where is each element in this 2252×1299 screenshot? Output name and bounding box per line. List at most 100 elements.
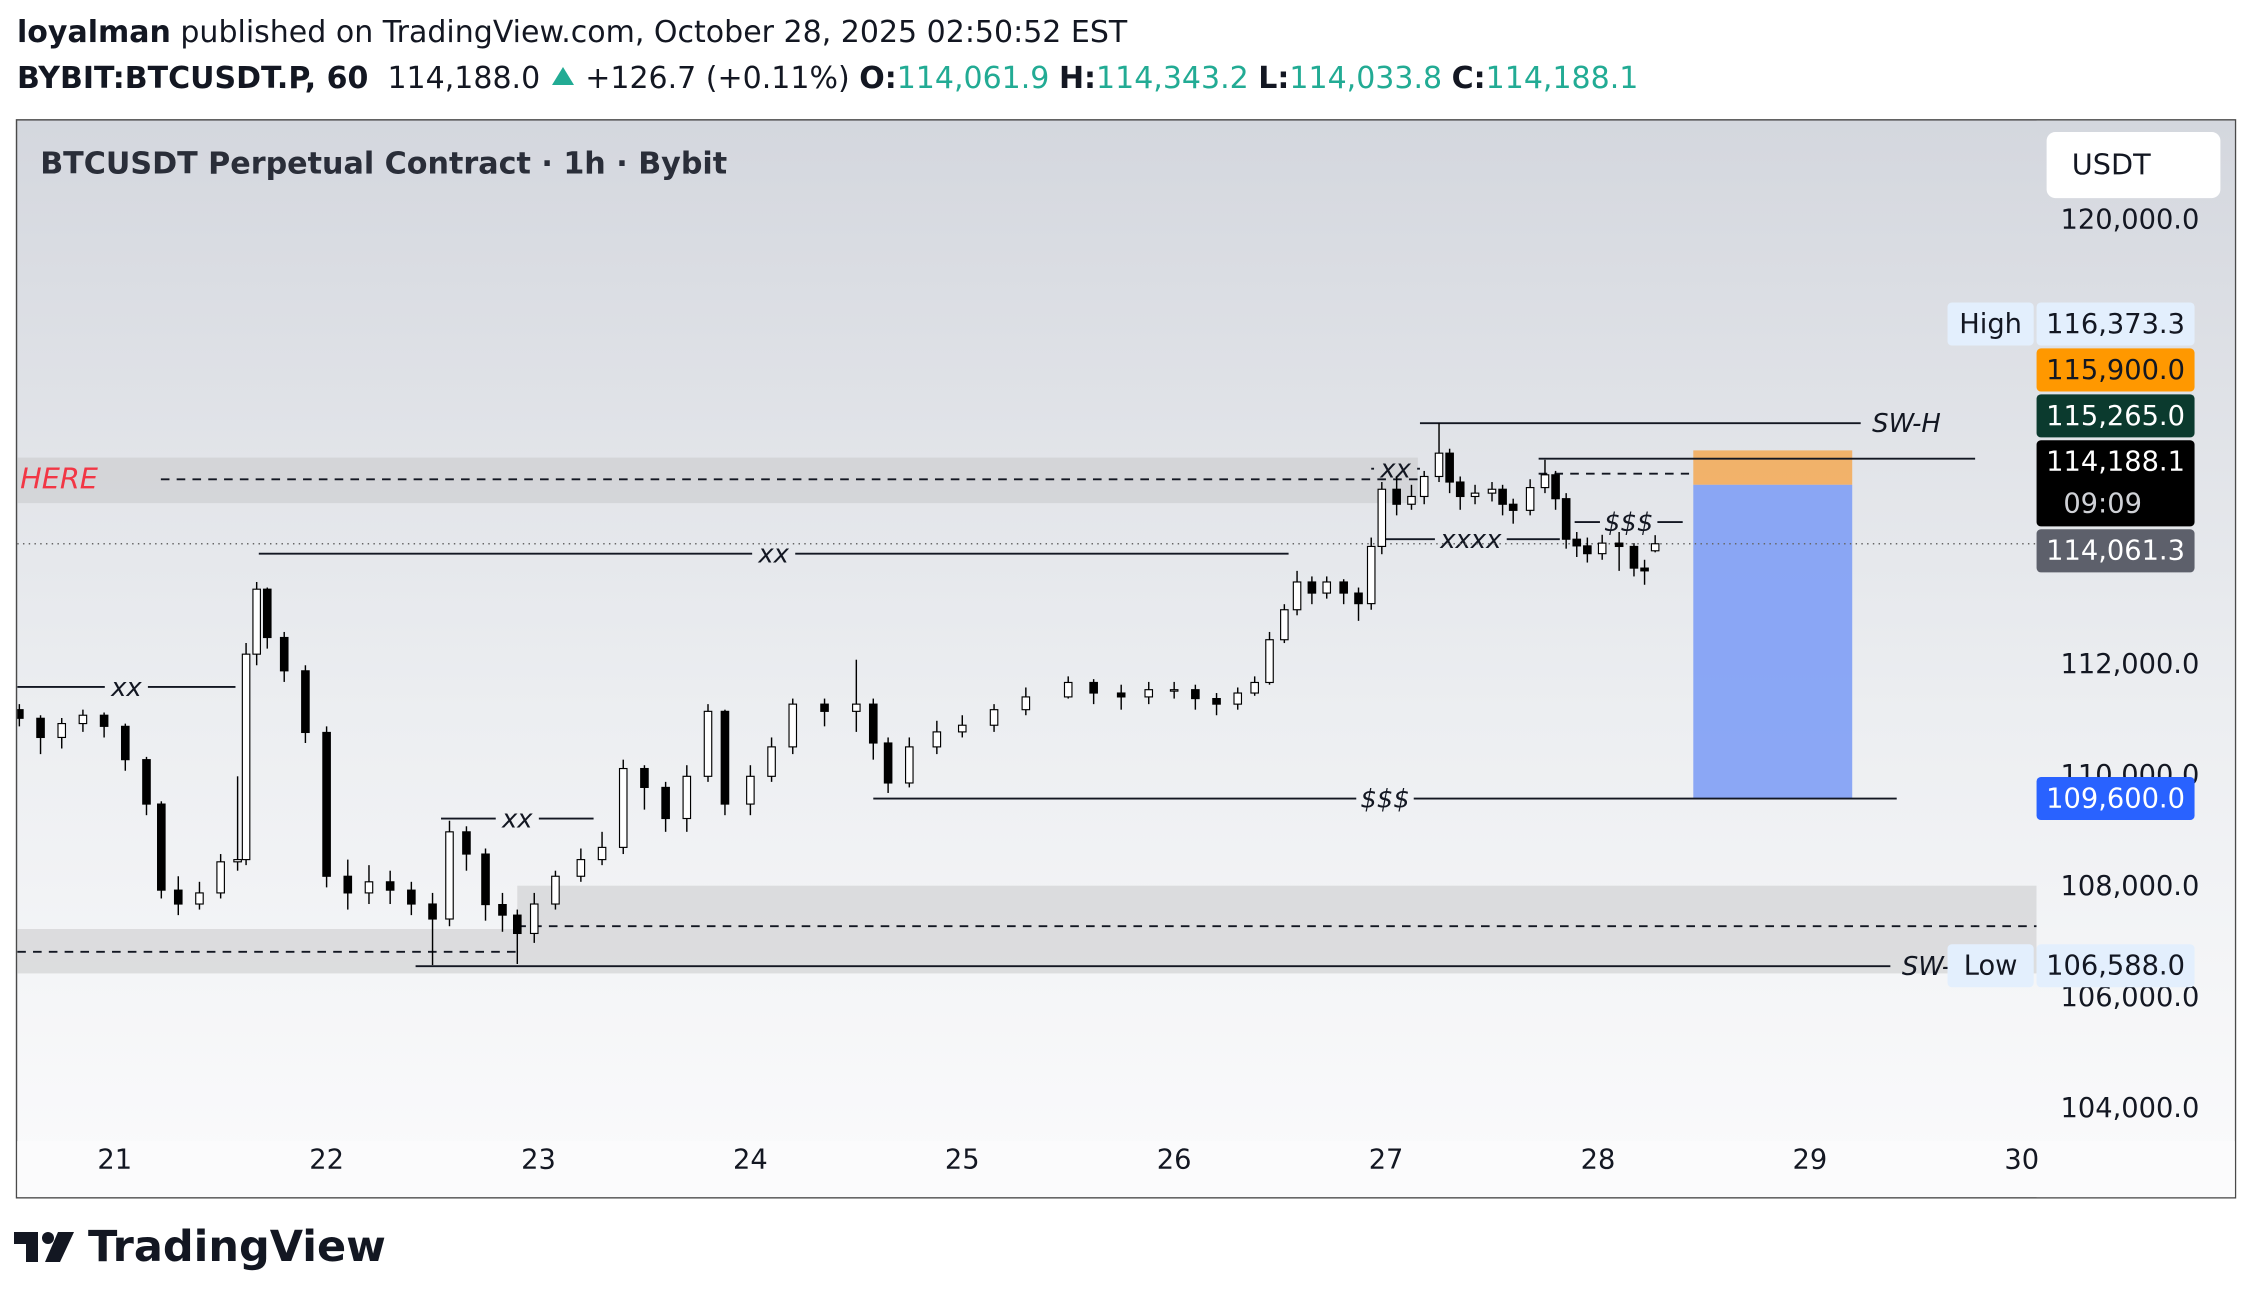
candle-body [195, 892, 204, 905]
ohlc-key: C: [1451, 61, 1486, 96]
candle-body [1366, 545, 1376, 605]
candle-body [989, 709, 999, 726]
candle-body [551, 875, 560, 905]
y-tick-label: 120,000.0 [2061, 205, 2200, 236]
candle-body [1307, 581, 1317, 594]
candle-body [1280, 609, 1289, 641]
candle-body [1434, 452, 1444, 478]
currency[interactable]: USDT [2072, 148, 2151, 182]
x-tick-label: 26 [1157, 1145, 1192, 1176]
candle-body [1650, 543, 1660, 552]
author[interactable]: loyalman [17, 15, 171, 50]
candle-body [241, 653, 251, 861]
candle-body [957, 724, 967, 733]
candle-body [529, 903, 539, 935]
candle-body [661, 786, 670, 820]
zone [517, 885, 2037, 974]
candle-body [703, 710, 713, 777]
x-tick-label: 23 [521, 1145, 556, 1176]
x-tick-label: 24 [733, 1145, 768, 1176]
candle-body [852, 703, 861, 712]
level-label: $$$ [1604, 508, 1653, 538]
candle-body [279, 636, 289, 672]
candle-body [1407, 495, 1416, 505]
candle-body [1212, 698, 1221, 705]
header: loyalman published on TradingView.com, O… [17, 10, 1638, 102]
ohlc-value: 114,061.9 [896, 61, 1050, 96]
y-tick-label: 108,000.0 [2061, 871, 2200, 902]
candle-body [1377, 488, 1387, 548]
stop-zone [1693, 450, 1853, 485]
price-axis [2036, 120, 2235, 1198]
candle-body [720, 710, 730, 805]
candle-body [1322, 581, 1332, 594]
candle-body [682, 775, 692, 820]
brand: TradingView [88, 1222, 386, 1272]
candle-body [233, 859, 242, 863]
published: published on TradingView.com, October 28… [180, 15, 1128, 50]
price-tag: High [1959, 309, 2022, 340]
x-tick-label: 21 [97, 1145, 132, 1176]
candle-body [1525, 487, 1535, 511]
candle-body [1233, 692, 1243, 705]
candle-body [428, 903, 437, 920]
candle-body [932, 731, 942, 748]
candle-body [1508, 503, 1518, 511]
ohlc-key: H: [1058, 61, 1097, 96]
candle-body [868, 703, 878, 744]
candle-body [1169, 689, 1179, 692]
price-label: 114,061.3 [2046, 536, 2185, 567]
candle-body [1629, 545, 1639, 569]
candle-body [142, 759, 151, 805]
y-tick-label: 112,000.0 [2061, 649, 2200, 680]
candle-body [1392, 488, 1401, 505]
candle-body [512, 914, 522, 935]
candle-body [498, 904, 507, 916]
level-label: xx [110, 673, 142, 703]
axes: 120,000.0112,000.0110,000.0108,000.0106,… [97, 205, 2199, 1176]
candle-body [1250, 681, 1259, 694]
candle-body [1572, 538, 1582, 547]
candle-body [1583, 545, 1592, 555]
level-label: xx [757, 540, 789, 570]
candle-body [445, 831, 454, 920]
y-tick-label: 104,000.0 [2061, 1093, 2200, 1124]
candle-body [746, 775, 755, 805]
price-tag-box [1947, 944, 2034, 988]
candle-body [1191, 689, 1200, 700]
ohlc-value: 114,188.1 [1485, 61, 1639, 96]
zone [17, 457, 1418, 504]
candle-body [301, 670, 310, 734]
candle-body [1597, 542, 1607, 555]
candle-body [120, 725, 130, 761]
ohlc-value: 114,033.8 [1289, 61, 1443, 96]
candle-body [343, 875, 353, 894]
candle-body [1144, 689, 1154, 698]
chart-title: BTCUSDT Perpetual Contract · 1h · Bybit [40, 147, 727, 182]
currency-box[interactable] [2046, 132, 2221, 199]
level-label: xx [1379, 455, 1411, 485]
candle-body [1445, 452, 1454, 483]
change: +126.7 (+0.11%) [585, 61, 850, 96]
candle-body [1292, 581, 1302, 611]
candle-body [1551, 474, 1560, 500]
price-label-box [2036, 348, 2195, 392]
chart-frame [15, 119, 2237, 1199]
price-label: 109,600.0 [2046, 783, 2185, 814]
candle-body [767, 746, 776, 777]
candle-body [1614, 542, 1624, 548]
level-label: $$$ [1360, 784, 1409, 814]
candle-body [252, 588, 261, 655]
candle-body [904, 746, 914, 784]
price-tag-box [1947, 302, 2034, 346]
candle-body [1089, 681, 1098, 694]
candle-body [618, 767, 628, 848]
x-tick-label: 29 [1792, 1145, 1827, 1176]
price-label-box [2036, 394, 2195, 438]
price-label-box [2036, 440, 2195, 527]
candle-body [157, 803, 166, 891]
candle-body [1419, 475, 1429, 498]
x-tick-label: 27 [1369, 1145, 1404, 1176]
